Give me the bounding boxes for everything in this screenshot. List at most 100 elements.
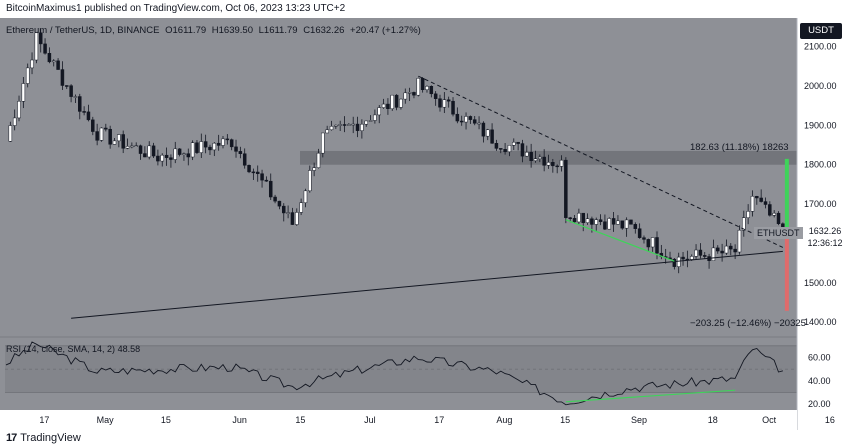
- candle-body: [429, 86, 434, 95]
- candle-body: [73, 96, 78, 98]
- candle-body: [772, 212, 776, 216]
- rsi-line: [5, 341, 784, 406]
- candle-body: [763, 201, 768, 205]
- candle-body: [446, 99, 451, 102]
- candle-body: [499, 148, 503, 150]
- candle-body: [559, 159, 564, 167]
- symbol-price-label: ETHUSDT: [754, 227, 803, 239]
- time-tick-label: 17: [39, 415, 49, 425]
- candle-body: [277, 200, 282, 207]
- candle-body: [351, 123, 355, 126]
- last-price: 1632.26: [808, 226, 842, 236]
- currency-button[interactable]: USDT: [800, 23, 842, 39]
- rsi-tick-label: 20.00: [808, 399, 831, 409]
- candle-body: [433, 93, 438, 99]
- candle-body: [312, 167, 316, 171]
- candle-body: [611, 218, 616, 225]
- candle-body: [377, 107, 381, 116]
- candle-body: [325, 129, 329, 134]
- candle-body: [494, 143, 499, 149]
- price-divergence-line: [565, 219, 675, 262]
- candle-body: [112, 140, 117, 145]
- candle-body: [334, 124, 338, 127]
- candle-body: [624, 219, 629, 229]
- candle-body: [603, 221, 607, 230]
- rsi-tick-label: 60.00: [808, 353, 831, 363]
- candle-body: [464, 116, 468, 123]
- candle-body: [394, 94, 399, 108]
- tradingview-logo[interactable]: 17 TradingView: [6, 432, 81, 444]
- candle-body: [177, 148, 182, 155]
- time-tick-label: Sep: [631, 415, 647, 425]
- candle-body: [8, 125, 13, 142]
- candle-body: [108, 128, 112, 145]
- candle-body: [134, 145, 138, 147]
- price-chart[interactable]: 2100.002000.001900.001800.001700.001600.…: [0, 18, 850, 430]
- downside-target-bar: [784, 230, 789, 311]
- high-value: H1639.50: [211, 25, 253, 36]
- candle-body: [229, 139, 234, 148]
- time-tick-label: 15: [161, 415, 171, 425]
- low-value: L1611.79: [258, 25, 298, 36]
- candle-body: [355, 123, 360, 131]
- candle-body: [34, 32, 39, 61]
- ascending-support-line: [71, 250, 783, 319]
- rsi-label: RSI (14, close, SMA, 14, 2): [6, 344, 116, 354]
- candle-body: [720, 250, 724, 254]
- candle-body: [30, 59, 34, 69]
- candle-body: [47, 53, 52, 63]
- candle-body: [451, 100, 455, 115]
- candle-body: [21, 83, 26, 102]
- candle-body: [529, 151, 533, 162]
- time-tick-label: 15: [560, 415, 570, 425]
- candle-body: [234, 146, 238, 152]
- price-tick-label: 2000.00: [804, 81, 837, 91]
- candle-body: [316, 152, 321, 168]
- candle-body: [43, 43, 47, 54]
- candle-body: [507, 145, 512, 153]
- candle-body: [390, 94, 395, 109]
- candle-body: [472, 119, 477, 124]
- candle-body: [364, 120, 368, 125]
- candle-body: [681, 256, 685, 260]
- price-tick-label: 2100.00: [804, 42, 837, 52]
- candle-body: [299, 202, 303, 213]
- candle-body: [598, 219, 603, 222]
- candle-body: [459, 120, 464, 123]
- rsi-legend: RSI (14, close, SMA, 14, 2) 48.58: [6, 344, 140, 354]
- candle-body: [208, 146, 212, 151]
- candle-body: [646, 239, 651, 248]
- candle-body: [759, 197, 763, 202]
- rsi-value: 48.58: [117, 344, 141, 354]
- candle-body: [329, 126, 334, 131]
- candle-body: [373, 114, 377, 121]
- candle-body: [242, 153, 247, 166]
- candle-body: [655, 237, 659, 254]
- candle-body: [698, 249, 703, 256]
- candle-body: [147, 145, 151, 158]
- candle-body: [368, 120, 373, 122]
- candle-body: [143, 153, 147, 158]
- candle-body: [342, 124, 347, 126]
- candle-body: [195, 142, 199, 153]
- candle-body: [776, 212, 781, 224]
- candle-body: [264, 179, 269, 182]
- candle-body: [485, 129, 490, 137]
- candle-body: [481, 122, 486, 137]
- candle-body: [303, 190, 308, 204]
- candle-body: [694, 249, 698, 257]
- candle-body: [203, 141, 208, 148]
- candle-body: [629, 219, 633, 225]
- upside-target-bar: [784, 158, 789, 231]
- candle-body: [716, 247, 720, 252]
- candle-body: [56, 60, 60, 70]
- candle-body: [555, 165, 559, 168]
- candle-body: [273, 196, 277, 202]
- footer: 17 TradingView: [0, 430, 850, 447]
- candle-body: [503, 149, 507, 153]
- ohlc-legend: Ethereum / TetherUS, 1D, BINANCE O1611.7…: [6, 25, 421, 36]
- candle-body: [689, 256, 694, 260]
- candle-body: [403, 92, 408, 100]
- candle-body: [733, 248, 737, 253]
- open-value: O1611.79: [165, 25, 207, 36]
